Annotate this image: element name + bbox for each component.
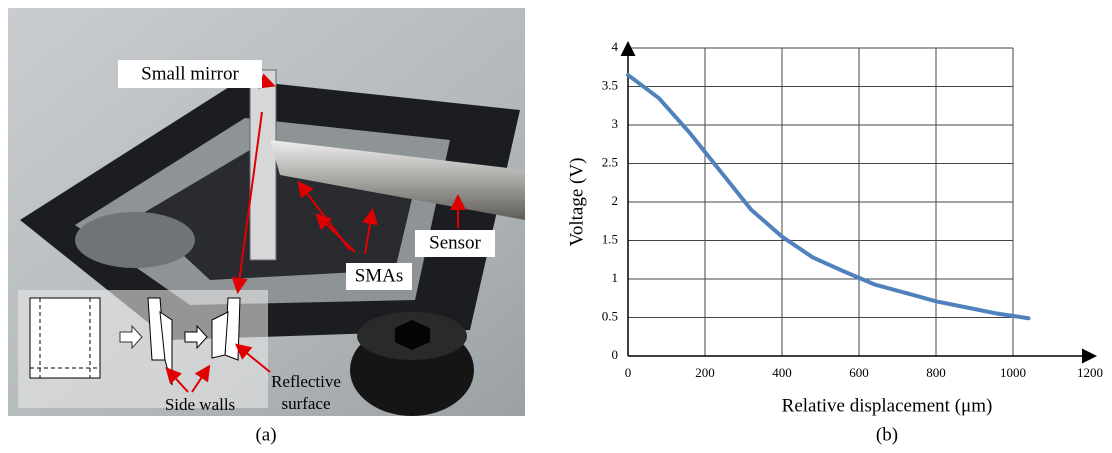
x-tick-label: 800 [926,365,946,380]
y-tick-label: 2 [612,193,619,208]
x-tick-label: 400 [772,365,792,380]
x-tick-label: 1200 [1077,365,1103,380]
label-sensor: Sensor [429,232,481,253]
label-reflective: Reflective [271,372,341,391]
x-tick-label: 1000 [1000,365,1026,380]
panel-label: (a) [255,424,276,445]
plot: 0 0.5 1 1.5 2 2.5 3 3.5 4 0 200 400 600 800 1000 1200 [602,39,1103,380]
panel-label: (b) [876,424,898,445]
y-tick-label: 0.5 [602,308,618,323]
data-line [626,72,1031,321]
x-tick-label: 600 [849,365,869,380]
y-tick-label: 2.5 [602,154,618,169]
y-tick-label: 0 [612,347,619,362]
label-smas: SMAs [355,265,404,286]
y-tick-label: 1.5 [602,231,618,246]
y-tick-label: 3.5 [602,77,618,92]
label-side-walls: Side walls [165,395,235,414]
x-tick-label: 0 [625,365,632,380]
y-tick-label: 1 [612,270,619,285]
label-surface: surface [281,394,330,413]
x-tick-label: 200 [695,365,715,380]
x-axis-label: Relative displacement (μm) [782,395,993,416]
photo [8,8,525,416]
y-tick-label: 4 [612,39,619,54]
y-axis-label: Voltage (V) [566,158,587,247]
label-small-mirror: Small mirror [141,63,239,84]
y-tick-label: 3 [612,116,619,131]
